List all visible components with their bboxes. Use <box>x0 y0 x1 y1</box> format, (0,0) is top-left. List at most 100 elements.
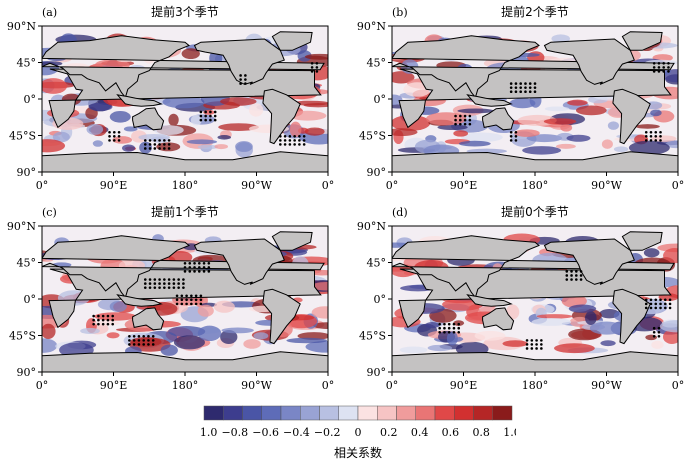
correlation-patch <box>52 131 70 143</box>
landmass <box>612 288 651 345</box>
landmass <box>116 294 163 307</box>
correlation-patch <box>607 121 619 130</box>
y-tick-label: 0° <box>24 293 37 306</box>
correlation-patch <box>645 334 658 341</box>
significance-dot <box>533 90 537 93</box>
colorbar-swatch <box>415 405 436 421</box>
landmass <box>42 235 325 299</box>
panel-label: (c) <box>42 206 57 219</box>
significance-dot <box>654 306 658 310</box>
significance-dot <box>117 130 121 134</box>
significance-dot <box>137 339 141 342</box>
colorbar-swatch <box>300 405 320 421</box>
significance-dot <box>438 326 441 330</box>
significance-dot <box>194 298 198 302</box>
significance-dot <box>454 118 457 122</box>
significance-dot <box>143 143 147 146</box>
significance-dot <box>193 266 196 269</box>
significance-dot <box>202 270 206 273</box>
significance-dot <box>565 278 569 281</box>
significance-dot <box>137 335 141 338</box>
correlation-patch <box>94 312 137 321</box>
significance-dot <box>199 298 203 302</box>
correlation-patch <box>109 110 131 123</box>
significance-dot <box>143 139 147 142</box>
significance-dot <box>244 82 247 85</box>
panel-b: 90°N 45° 0° 45°S 90° 0° 90°E 180° 90°W 0° (b) 提前2个季… <box>350 0 700 200</box>
landmass <box>116 94 163 107</box>
significance-dot <box>167 282 171 285</box>
correlation-patch <box>567 99 588 106</box>
significance-dot <box>310 62 314 65</box>
correlation-patch <box>243 339 261 349</box>
significance-dot <box>198 270 201 273</box>
correlation-patch <box>522 146 562 155</box>
panel-label: (b) <box>392 6 408 19</box>
correlation-patch <box>536 314 573 319</box>
significance-dot <box>148 139 152 142</box>
x-tick-label: 0° <box>322 179 335 192</box>
correlation-patch <box>217 135 232 140</box>
significance-dot <box>106 318 110 322</box>
significance-dot <box>198 266 201 269</box>
significance-dot <box>202 262 206 265</box>
significance-dot <box>657 335 661 338</box>
significance-dot <box>190 294 193 298</box>
significance-dot <box>438 322 441 326</box>
significance-dot <box>667 62 670 65</box>
correlation-patch <box>218 123 259 131</box>
significance-dot <box>528 90 532 93</box>
correlation-patch <box>112 136 133 144</box>
significance-dot <box>204 110 207 114</box>
correlation-patch <box>88 102 113 112</box>
significance-dot <box>199 302 203 306</box>
colorbar-swatch <box>261 405 282 421</box>
significance-dot <box>199 110 203 114</box>
significance-dot <box>509 86 513 89</box>
significance-dot <box>668 298 672 302</box>
significance-dot <box>112 139 116 142</box>
significance-dot <box>163 278 166 281</box>
correlation-patch <box>474 330 506 341</box>
significance-dot <box>137 343 141 346</box>
significance-dot <box>519 82 522 85</box>
significance-dot <box>644 302 648 306</box>
significance-dot <box>172 282 176 285</box>
significance-dot <box>447 322 451 326</box>
correlation-patch <box>555 143 576 149</box>
significance-dot <box>509 82 513 85</box>
significance-dot <box>525 339 529 342</box>
significance-dot <box>579 274 583 277</box>
significance-dot <box>207 266 211 269</box>
x-tick-label: 180° <box>172 179 199 192</box>
colorbar-swatch <box>473 405 493 421</box>
x-tick-label: 0° <box>386 379 399 392</box>
x-tick-label: 180° <box>522 179 549 192</box>
significance-dot <box>153 143 157 146</box>
significance-dot <box>570 274 573 277</box>
significance-dot <box>575 278 578 281</box>
significance-dot <box>662 70 665 73</box>
significance-dot <box>132 339 136 342</box>
correlation-patch <box>651 340 664 349</box>
significance-dot <box>142 335 145 338</box>
significance-dot <box>143 286 147 289</box>
significance-dot <box>153 278 157 281</box>
correlation-patch <box>213 300 235 313</box>
significance-dot <box>457 326 461 330</box>
correlation-patch <box>561 294 587 308</box>
significance-dot <box>663 302 667 306</box>
significance-dot <box>454 114 457 118</box>
significance-dot <box>101 318 105 322</box>
significance-dot <box>519 86 522 89</box>
significance-dot <box>198 262 201 265</box>
correlation-patch <box>235 141 253 152</box>
significance-dot <box>97 314 100 318</box>
significance-dot <box>92 318 95 322</box>
colorbar-svg: −1.0 −0.8 −0.6 −0.4 −0.2 0 0.2 0.4 0.6 0.8 1.0 <box>191 405 521 439</box>
correlation-patch <box>190 114 202 126</box>
landmass <box>271 31 313 51</box>
correlation-patch <box>628 140 670 155</box>
significance-dot <box>654 302 658 306</box>
correlation-patch <box>305 340 328 353</box>
